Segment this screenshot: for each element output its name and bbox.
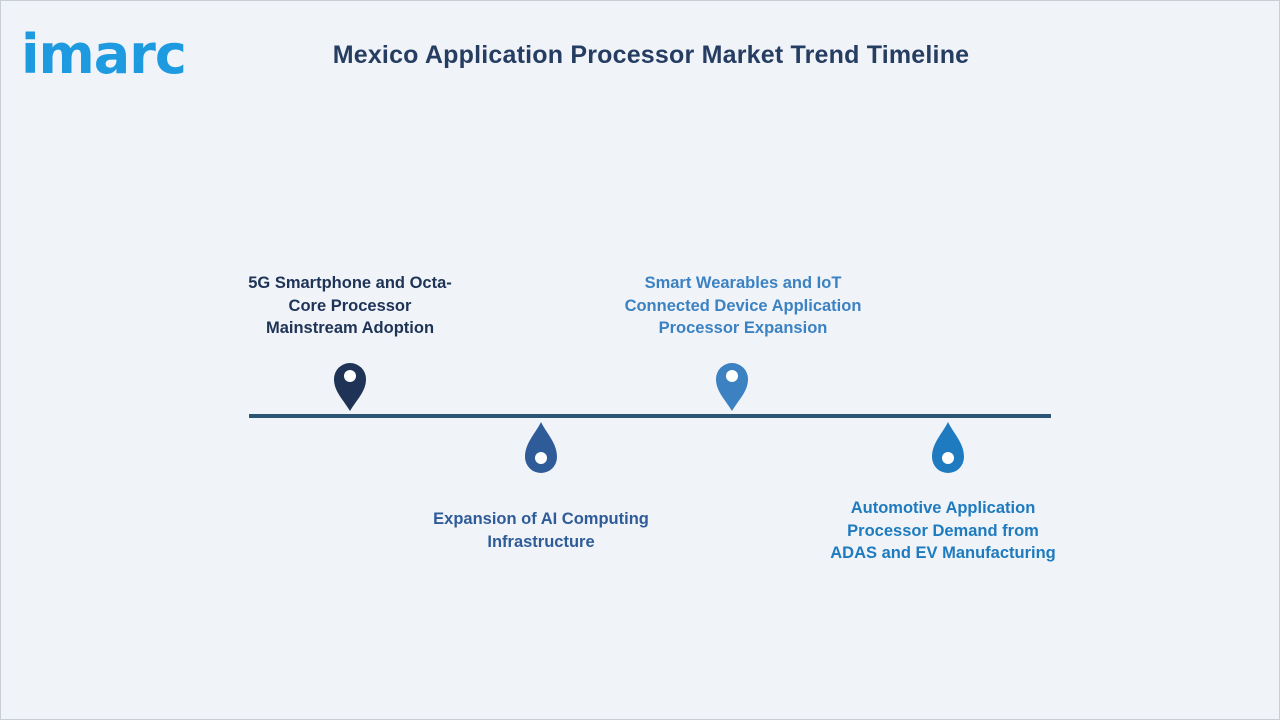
milestone-label-line: Expansion of AI Computing	[433, 510, 649, 528]
milestone-label: Automotive Application Processor Demand …	[813, 497, 1073, 565]
map-pin-icon	[334, 363, 366, 411]
imarc-logo: imarc	[21, 23, 187, 81]
milestone-label: 5G Smartphone and Octa- Core Processor M…	[220, 272, 480, 340]
imarc-logo-text: imarc	[21, 23, 186, 81]
milestone-label-line: Automotive Application	[850, 499, 1036, 517]
drop-pin-icon	[932, 422, 964, 473]
milestone-label-line: 5G Smartphone and Octa-	[248, 274, 452, 292]
milestone-label-line: Mainstream Adoption	[265, 319, 435, 337]
page-title: Mexico Application Processor Market Tren…	[332, 41, 970, 69]
milestone-label: Smart Wearables and IoT Connected Device…	[613, 272, 873, 340]
milestone-label-line: Processor Demand from	[847, 521, 1039, 540]
milestone-label-line: Infrastructure	[487, 532, 595, 551]
map-pin-icon	[716, 363, 748, 411]
drop-pin-icon	[525, 422, 557, 473]
milestone-label-line: Processor Expansion	[658, 319, 828, 337]
milestone-label-line: Core Processor	[288, 296, 412, 315]
milestone-label-line: Connected Device Application	[624, 296, 862, 315]
milestone-label: Expansion of AI Computing Infrastructure	[411, 508, 671, 553]
milestone-label-line: Smart Wearables and IoT	[644, 274, 842, 292]
milestone-label-line: ADAS and EV Manufacturing	[830, 544, 1056, 562]
